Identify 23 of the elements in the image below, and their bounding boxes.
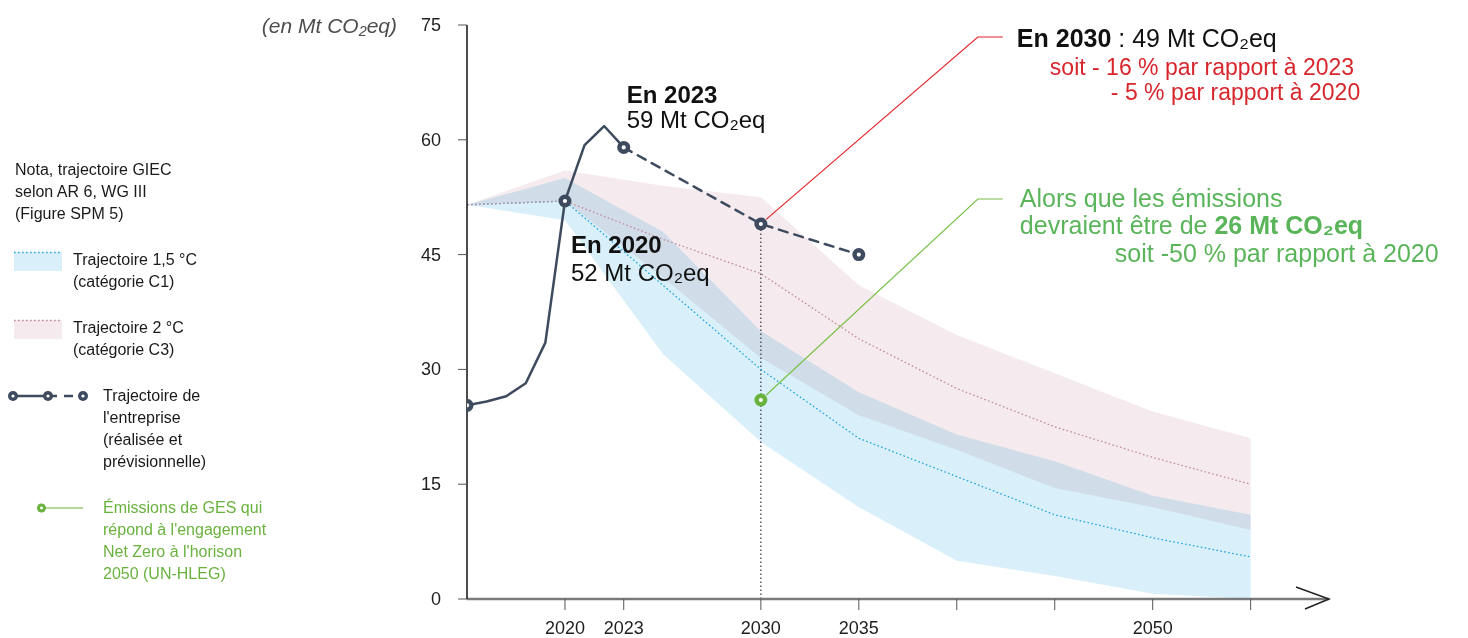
point	[852, 248, 866, 262]
x-tick-label: 2020	[544, 618, 585, 638]
legend-label: Trajectoire de l'entreprise (réalisée et prévisionnelle)	[103, 386, 208, 472]
legend-label: Trajectoire 2 °C (catégorie C3)	[73, 318, 185, 360]
y-tick-label: 15	[420, 474, 441, 495]
annotation: Alors que les émissions devraient être de 26 Mt CO₂eq soit -50 % par rapport à 2020	[1019, 184, 1439, 268]
y-tick-label: 45	[420, 244, 441, 265]
point	[617, 140, 631, 154]
x-tick-label: 2035	[838, 618, 879, 638]
y-tick-label: 30	[420, 359, 441, 380]
y-tick-label: 60	[420, 129, 441, 150]
y-tick-label: 0	[430, 589, 441, 609]
legend-label: Trajectoire 1,5 °C (catégorie C1)	[73, 250, 199, 292]
legend-label: Émissions de GES qui répond à l'engagement Net Zero à l'horison 2050 (UN-HLEG)	[103, 497, 268, 584]
y-axis-title: (en Mt CO₂eq)	[261, 14, 397, 37]
annotation: En 2023 59 Mt CO₂eq	[626, 81, 766, 134]
y-tick-label: 75	[420, 15, 441, 35]
x-tick-label: 2023	[603, 618, 644, 638]
annotation: En 2020 52 Mt CO₂eq	[570, 231, 710, 287]
legend-title: Nota, trajectoire GIEC selon AR 6, WG III (Figure SPM 5)	[15, 160, 173, 224]
x-tick-label: 2030	[740, 618, 781, 638]
annotation: En 2030 : 49 Mt CO₂eq soit - 16 % par rapport à 2023 - 5 % par rapport à 2020	[1016, 23, 1361, 105]
x-tick-label: 2050	[1132, 618, 1173, 638]
